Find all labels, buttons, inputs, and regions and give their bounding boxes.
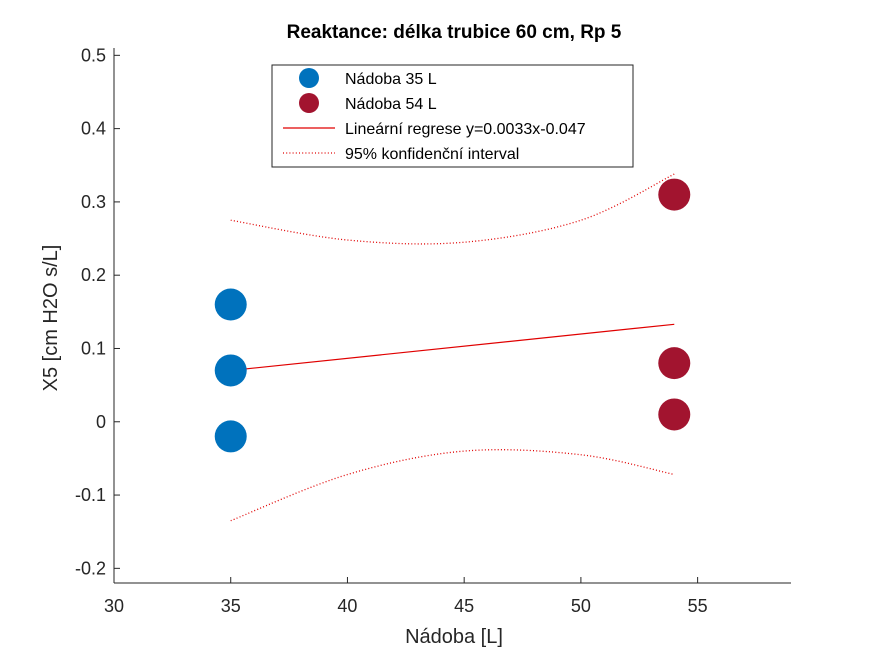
markers-layer [214, 178, 691, 453]
legend-label-2: Lineární regrese y=0.0033x-0.047 [345, 121, 586, 138]
x-tick-label: 50 [571, 596, 591, 616]
x-tick-label: 35 [221, 596, 241, 616]
data-point-series-1 [658, 347, 691, 380]
y-tick-label: 0.4 [81, 119, 106, 139]
legend-label-0: Nádoba 35 L [345, 71, 437, 88]
legend-label-1: Nádoba 54 L [345, 96, 437, 113]
x-axis-label: Nádoba [L] [405, 626, 503, 648]
x-ticks: 30 35 40 45 50 55 [104, 577, 708, 616]
y-tick-label: 0.1 [81, 338, 106, 358]
y-tick-label: -0.1 [75, 485, 106, 505]
legend: Nádoba 35 L Nádoba 54 L Lineární regrese y… [271, 64, 634, 168]
confidence-lower-line [230, 449, 675, 522]
y-ticks: -0.2 -0.1 0 0.1 0.2 0.3 0.4 0.5 [75, 45, 120, 578]
data-point-series-1 [658, 178, 691, 211]
data-point-series-0 [214, 288, 247, 321]
y-tick-label: 0.3 [81, 192, 106, 212]
y-tick-label: -0.2 [75, 558, 106, 578]
chart-title: Reaktance: délka trubice 60 cm, Rp 5 [287, 22, 622, 43]
x-tick-label: 40 [337, 596, 357, 616]
y-tick-label: 0 [96, 412, 106, 432]
data-point-series-0 [214, 354, 247, 387]
x-tick-label: 45 [454, 596, 474, 616]
y-axis-label: X5 [cm H2O s/L] [40, 245, 62, 392]
x-tick-label: 30 [104, 596, 124, 616]
legend-box [271, 64, 634, 168]
x-tick-label: 55 [688, 596, 708, 616]
y-tick-label: 0.2 [81, 265, 106, 285]
y-tick-label: 0.5 [81, 45, 106, 65]
legend-label-3: 95% konfidenční interval [345, 146, 519, 163]
data-point-series-0 [214, 420, 247, 453]
legend-marker-1 [299, 93, 319, 113]
curves-layer [230, 173, 675, 522]
regression-line [230, 323, 675, 372]
legend-marker-0 [299, 68, 319, 88]
data-point-series-1 [658, 398, 691, 431]
